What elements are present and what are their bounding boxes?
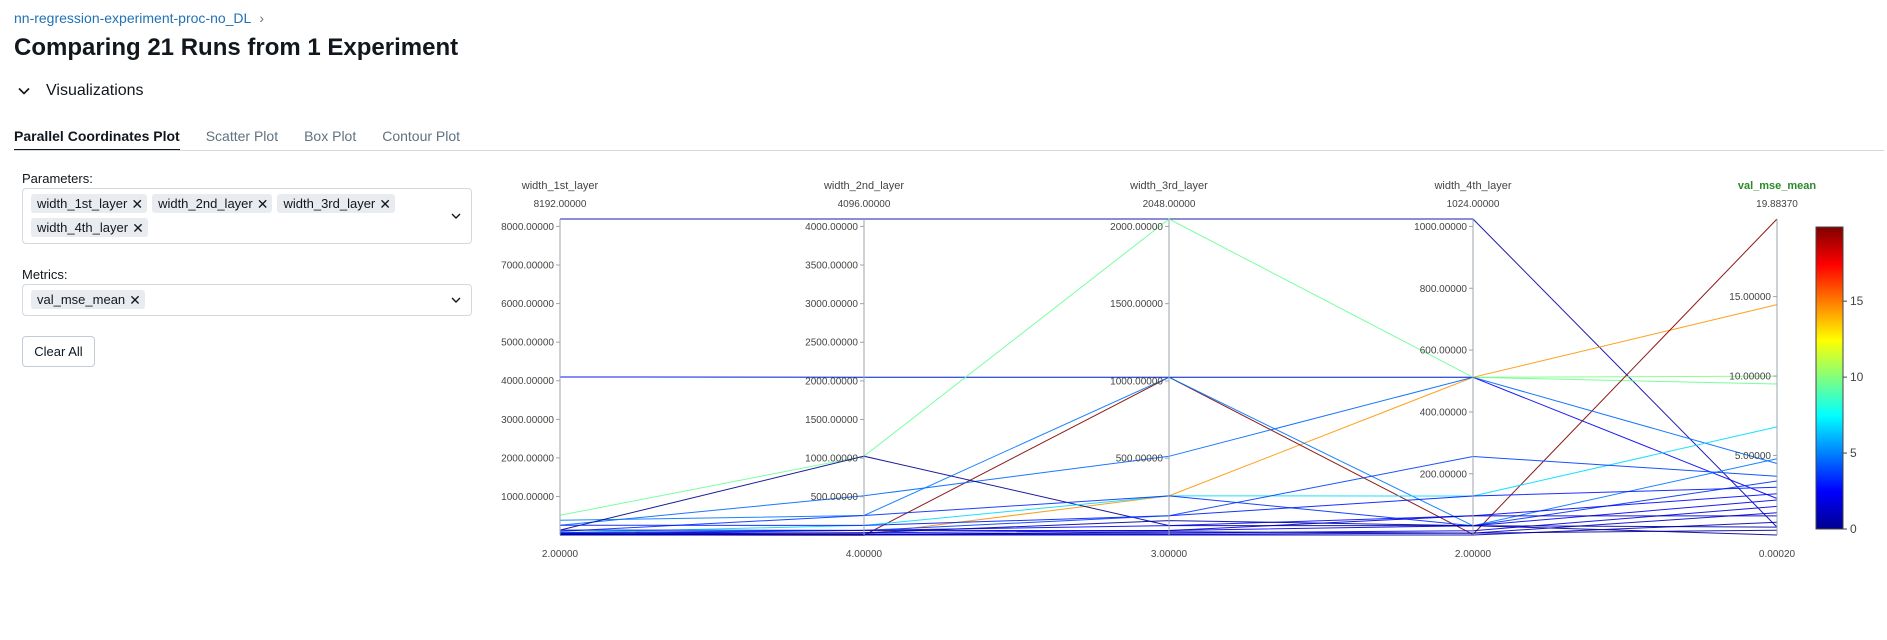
metric-chip: val_mse_mean ✕ bbox=[31, 290, 145, 309]
axis-tick-label: 10.00000 bbox=[1729, 372, 1771, 383]
axis-max-label: 19.88370 bbox=[1756, 199, 1798, 210]
tab-box-plot[interactable]: Box Plot bbox=[304, 128, 357, 144]
axis-tick-label: 8000.00000 bbox=[501, 222, 554, 233]
axis-tick-label: 3000.00000 bbox=[805, 299, 858, 310]
parameter-chip: width_3rd_layer ✕ bbox=[277, 194, 395, 213]
parameter-chip-label: width_3rd_layer bbox=[283, 196, 376, 211]
remove-chip-icon[interactable]: ✕ bbox=[129, 291, 141, 308]
axis-tick-label: 2000.00000 bbox=[805, 376, 858, 387]
parameter-chip-label: width_2nd_layer bbox=[158, 196, 253, 211]
axis-title[interactable]: width_3rd_layer bbox=[1129, 180, 1208, 192]
visualization-tabs: Parallel Coordinates Plot Scatter Plot B… bbox=[14, 118, 1887, 151]
page-title: Comparing 21 Runs from 1 Experiment bbox=[14, 34, 459, 61]
axis-max-label: 2048.00000 bbox=[1143, 199, 1196, 210]
colorbar bbox=[1815, 226, 1844, 530]
remove-chip-icon[interactable]: ✕ bbox=[256, 195, 269, 212]
colorbar-tick-label: 0 bbox=[1850, 522, 1857, 536]
colorbar-tick-label: 10 bbox=[1850, 370, 1864, 384]
axis-tick-label: 500.00000 bbox=[811, 492, 859, 503]
colorbar-tick-label: 5 bbox=[1850, 446, 1857, 460]
tabs-divider bbox=[14, 150, 1884, 151]
axis-max-label: 4096.00000 bbox=[838, 199, 891, 210]
axis-min-label: 4.00000 bbox=[846, 549, 883, 560]
axis-min-label: 2.00000 bbox=[542, 549, 579, 560]
parameter-chip: width_1st_layer ✕ bbox=[31, 194, 148, 213]
axis-tick-label: 15.00000 bbox=[1729, 292, 1771, 303]
visualizations-label: Visualizations bbox=[46, 82, 144, 99]
axis-min-label: 2.00000 bbox=[1455, 549, 1492, 560]
axis-tick-label: 800.00000 bbox=[1420, 284, 1468, 295]
tab-scatter-plot[interactable]: Scatter Plot bbox=[205, 128, 279, 144]
breadcrumb-experiment-link[interactable]: nn-regression-experiment-proc-no_DL bbox=[14, 10, 252, 26]
metrics-select[interactable]: val_mse_mean ✕ bbox=[22, 284, 472, 316]
colorbar-tick-label: 15 bbox=[1850, 294, 1864, 308]
parameter-chip-label: width_4th_layer bbox=[37, 220, 129, 235]
axis-max-label: 1024.00000 bbox=[1447, 199, 1500, 210]
axis-tick-label: 3000.00000 bbox=[501, 415, 554, 426]
axis-tick-label: 2000.00000 bbox=[501, 453, 554, 464]
axis-tick-label: 400.00000 bbox=[1420, 407, 1468, 418]
axis-tick-label: 200.00000 bbox=[1420, 469, 1468, 480]
remove-chip-icon[interactable]: ✕ bbox=[132, 219, 144, 236]
axis-tick-label: 6000.00000 bbox=[501, 299, 554, 310]
axis-tick-label: 7000.00000 bbox=[501, 260, 554, 271]
axis-max-label: 8192.00000 bbox=[534, 199, 587, 210]
clear-all-button[interactable]: Clear All bbox=[22, 336, 95, 367]
axis-tick-label: 500.00000 bbox=[1116, 454, 1164, 465]
axis-tick-label: 1500.00000 bbox=[1110, 299, 1163, 310]
parameter-chip: width_4th_layer ✕ bbox=[31, 218, 148, 237]
parameter-chip: width_2nd_layer ✕ bbox=[152, 194, 273, 213]
axis-tick-label: 1000.00000 bbox=[1414, 222, 1467, 233]
chevron-down-icon[interactable] bbox=[451, 213, 461, 219]
axis-tick-label: 1000.00000 bbox=[805, 454, 858, 465]
metric-chip-label: val_mse_mean bbox=[37, 292, 126, 307]
visualizations-toggle[interactable]: Visualizations bbox=[18, 82, 144, 100]
parameter-chip-label: width_1st_layer bbox=[37, 196, 128, 211]
axis-min-label: 3.00000 bbox=[1151, 549, 1188, 560]
axis-tick-label: 600.00000 bbox=[1420, 346, 1468, 357]
axis-tick-label: 1000.00000 bbox=[1110, 376, 1163, 387]
remove-chip-icon[interactable]: ✕ bbox=[131, 195, 144, 212]
chevron-down-icon bbox=[18, 87, 30, 95]
axis-tick-label: 2500.00000 bbox=[805, 338, 858, 349]
axis-tick-label: 2000.00000 bbox=[1110, 222, 1163, 233]
breadcrumb: nn-regression-experiment-proc-no_DL › bbox=[14, 10, 264, 26]
axis-tick-label: 1500.00000 bbox=[805, 415, 858, 426]
axis-tick-label: 5000.00000 bbox=[501, 338, 554, 349]
axis-min-label: 0.00020 bbox=[1759, 549, 1796, 560]
axis-tick-label: 4000.00000 bbox=[501, 376, 554, 387]
axis-title[interactable]: width_4th_layer bbox=[1433, 180, 1511, 192]
axis-title[interactable]: width_2nd_layer bbox=[823, 180, 904, 192]
parameters-label: Parameters: bbox=[22, 171, 93, 186]
axis-tick-label: 4000.00000 bbox=[805, 222, 858, 233]
axis-title[interactable]: val_mse_mean bbox=[1738, 180, 1817, 192]
axis-tick-label: 1000.00000 bbox=[501, 492, 554, 503]
breadcrumb-separator: › bbox=[259, 10, 265, 26]
tab-contour-plot[interactable]: Contour Plot bbox=[382, 128, 461, 144]
metrics-label: Metrics: bbox=[22, 267, 68, 282]
chevron-down-icon[interactable] bbox=[451, 297, 461, 303]
axis-title[interactable]: width_1st_layer bbox=[521, 180, 599, 192]
axis-tick-label: 3500.00000 bbox=[805, 261, 858, 272]
remove-chip-icon[interactable]: ✕ bbox=[379, 195, 391, 212]
axis-tick-label: 5.00000 bbox=[1735, 451, 1772, 462]
parameters-select[interactable]: width_1st_layer ✕ width_2nd_layer ✕ widt… bbox=[22, 188, 472, 244]
